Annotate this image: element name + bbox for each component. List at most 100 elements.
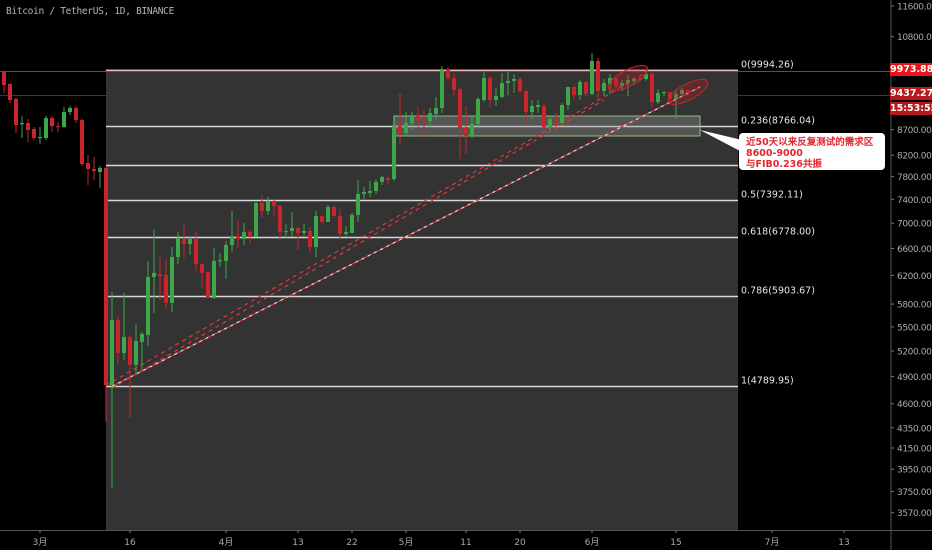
candle-up: [254, 202, 258, 237]
fib-level-label: 0.5(7392.11): [741, 190, 803, 201]
candle-down: [518, 78, 522, 91]
candle-up: [152, 272, 156, 277]
candle-up: [110, 319, 114, 385]
price-axis[interactable]: 11600.00 10800.00 8700.00 8200.00 7800.00 740…: [891, 3, 932, 520]
candles: [2, 52, 690, 489]
price-tick-label: 3950.00: [897, 466, 932, 476]
candle-up: [410, 115, 414, 124]
candle-up: [620, 83, 624, 86]
candle-down: [2, 71, 6, 86]
candle-up: [290, 227, 294, 232]
candle-down: [650, 73, 654, 102]
time-tick-label: 16: [124, 538, 136, 548]
candle-up: [62, 112, 66, 127]
candle-up: [122, 336, 126, 353]
candle-down: [614, 77, 618, 86]
candle-down: [296, 227, 300, 233]
candle-down: [464, 128, 468, 136]
candle-down: [26, 123, 30, 130]
trend-line-dashes: [111, 86, 701, 387]
price-tick-label: 7400.00: [897, 196, 932, 206]
annotation-callout[interactable]: 近50天以来反复测试的需求区8600-9000 与FIB0.236共振: [739, 133, 885, 170]
candle-down: [158, 273, 162, 277]
highlight-ellipse: [667, 78, 709, 105]
candle-down: [164, 274, 168, 303]
candle-up: [590, 60, 594, 94]
candle-down: [422, 119, 426, 122]
candle-up: [470, 124, 474, 136]
candle-down: [398, 126, 402, 134]
fib-level-label: 0.786(5903.67): [741, 286, 815, 297]
fib-level-label: 0.618(6778.00): [741, 227, 815, 238]
candle-up: [626, 80, 630, 84]
candle-up: [500, 83, 504, 97]
candle-up: [20, 123, 24, 125]
horizontal-lines: [0, 71, 891, 96]
highlight-ellipses: [607, 65, 709, 105]
candle-up: [176, 237, 180, 257]
candle-up: [602, 83, 606, 91]
price-tick-label: 4150.00: [897, 444, 932, 454]
candle-down: [686, 89, 690, 93]
candle-down: [194, 238, 198, 264]
candle-down: [584, 81, 588, 94]
candle-up: [134, 340, 138, 365]
candle-up: [404, 123, 408, 133]
candle-up: [548, 119, 552, 127]
time-axis[interactable]: 3月 16 4月 13 22 5月 11 20 6月 15 7月 13: [33, 530, 850, 548]
candle-up: [530, 106, 534, 113]
candle-up: [482, 77, 486, 101]
candle-up: [344, 232, 348, 234]
time-tick-label: 11: [460, 538, 471, 548]
candle-up: [512, 78, 516, 82]
candle-up: [680, 89, 684, 94]
fib-background: [106, 69, 738, 530]
candle-up: [392, 125, 396, 179]
price-tick-label: 4350.00: [897, 424, 932, 434]
annotation-line-1: 近50天以来反复测试的需求区8600-9000: [746, 137, 874, 159]
candle-up: [374, 181, 378, 191]
candle-up: [170, 256, 174, 303]
candle-up: [218, 259, 222, 262]
candle-up: [662, 91, 666, 94]
trend-line-dashed: [111, 99, 605, 389]
candle-up: [44, 118, 48, 138]
candle-up: [566, 86, 570, 106]
candle-up: [428, 113, 432, 122]
candle-up: [362, 191, 366, 194]
candle-down: [80, 120, 84, 165]
candle-down: [488, 77, 492, 101]
candle-up: [494, 95, 498, 101]
candle-up: [266, 200, 270, 212]
candle-up: [230, 235, 234, 245]
candle-up: [140, 333, 144, 342]
candle-up: [632, 78, 636, 82]
candle-up: [314, 216, 318, 247]
candle-up: [302, 231, 306, 233]
price-tick-label: 11600.00: [897, 3, 932, 13]
price-tick-label: 5500.00: [897, 323, 932, 333]
time-tick-label: 6月: [585, 537, 600, 548]
candle-down: [446, 69, 450, 78]
time-tick-label: 3月: [33, 537, 48, 548]
fib-level-label: 0.236(8766.04): [741, 116, 815, 127]
candle-down: [206, 271, 210, 298]
candle-down: [542, 106, 546, 127]
fib-level-label: 1(4789.95): [741, 376, 794, 387]
candle-down: [32, 129, 36, 138]
last-price-tag: 9437.27: [890, 87, 932, 100]
price-tick-label: 7800.00: [897, 173, 932, 183]
candle-up: [38, 136, 42, 139]
candle-up: [146, 276, 150, 335]
candle-down: [386, 177, 390, 180]
candle-down: [182, 238, 186, 244]
candle-up: [440, 69, 444, 109]
price-tick-label: 6200.00: [897, 272, 932, 282]
time-tick-label: 5月: [399, 537, 414, 548]
candle-up: [368, 190, 372, 193]
candle-up: [476, 98, 480, 125]
price-tick-label: 5200.00: [897, 348, 932, 358]
candle-down: [338, 216, 342, 234]
horizontal-line-price-tag: 9973.88: [890, 63, 932, 76]
